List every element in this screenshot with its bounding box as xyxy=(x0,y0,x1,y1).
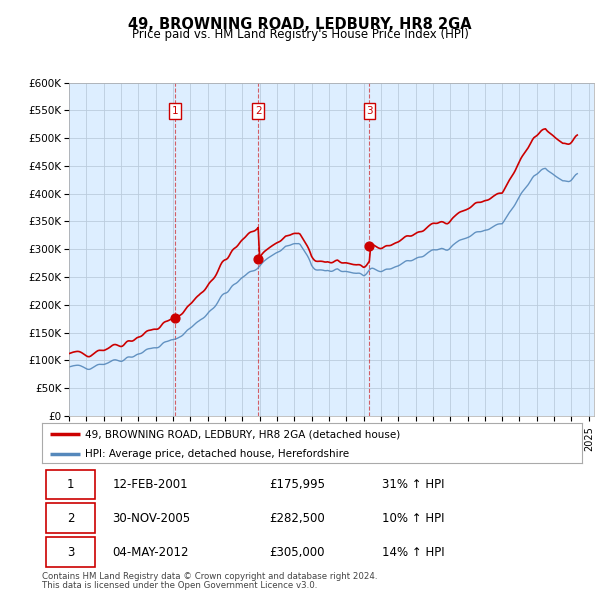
Text: 1: 1 xyxy=(67,478,74,491)
Text: £175,995: £175,995 xyxy=(269,478,325,491)
Text: 49, BROWNING ROAD, LEDBURY, HR8 2GA (detached house): 49, BROWNING ROAD, LEDBURY, HR8 2GA (det… xyxy=(85,430,400,440)
FancyBboxPatch shape xyxy=(46,470,95,499)
Text: 1: 1 xyxy=(172,106,178,116)
Text: 12-FEB-2001: 12-FEB-2001 xyxy=(112,478,188,491)
Text: 30-NOV-2005: 30-NOV-2005 xyxy=(112,512,190,525)
Text: 14% ↑ HPI: 14% ↑ HPI xyxy=(382,546,445,559)
FancyBboxPatch shape xyxy=(46,537,95,566)
Point xyxy=(253,254,263,264)
Text: 2: 2 xyxy=(255,106,262,116)
Point xyxy=(170,313,180,323)
Text: 31% ↑ HPI: 31% ↑ HPI xyxy=(382,478,445,491)
FancyBboxPatch shape xyxy=(46,503,95,533)
Text: 10% ↑ HPI: 10% ↑ HPI xyxy=(382,512,445,525)
Text: Contains HM Land Registry data © Crown copyright and database right 2024.: Contains HM Land Registry data © Crown c… xyxy=(42,572,377,581)
Text: This data is licensed under the Open Government Licence v3.0.: This data is licensed under the Open Gov… xyxy=(42,581,317,589)
Text: 3: 3 xyxy=(366,106,373,116)
Text: 49, BROWNING ROAD, LEDBURY, HR8 2GA: 49, BROWNING ROAD, LEDBURY, HR8 2GA xyxy=(128,17,472,31)
Text: £305,000: £305,000 xyxy=(269,546,325,559)
Text: HPI: Average price, detached house, Herefordshire: HPI: Average price, detached house, Here… xyxy=(85,450,349,460)
Text: £282,500: £282,500 xyxy=(269,512,325,525)
Text: 2: 2 xyxy=(67,512,74,525)
Point xyxy=(365,242,374,251)
Text: 3: 3 xyxy=(67,546,74,559)
Text: 04-MAY-2012: 04-MAY-2012 xyxy=(112,546,189,559)
Text: Price paid vs. HM Land Registry's House Price Index (HPI): Price paid vs. HM Land Registry's House … xyxy=(131,28,469,41)
